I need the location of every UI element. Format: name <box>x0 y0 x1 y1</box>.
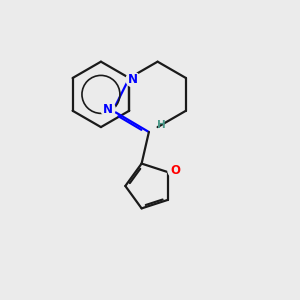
Text: N: N <box>128 73 138 86</box>
Text: O: O <box>170 164 180 177</box>
Circle shape <box>101 102 115 116</box>
Text: H: H <box>157 120 166 130</box>
Circle shape <box>126 73 140 87</box>
Text: N: N <box>103 103 113 116</box>
Circle shape <box>168 163 182 178</box>
